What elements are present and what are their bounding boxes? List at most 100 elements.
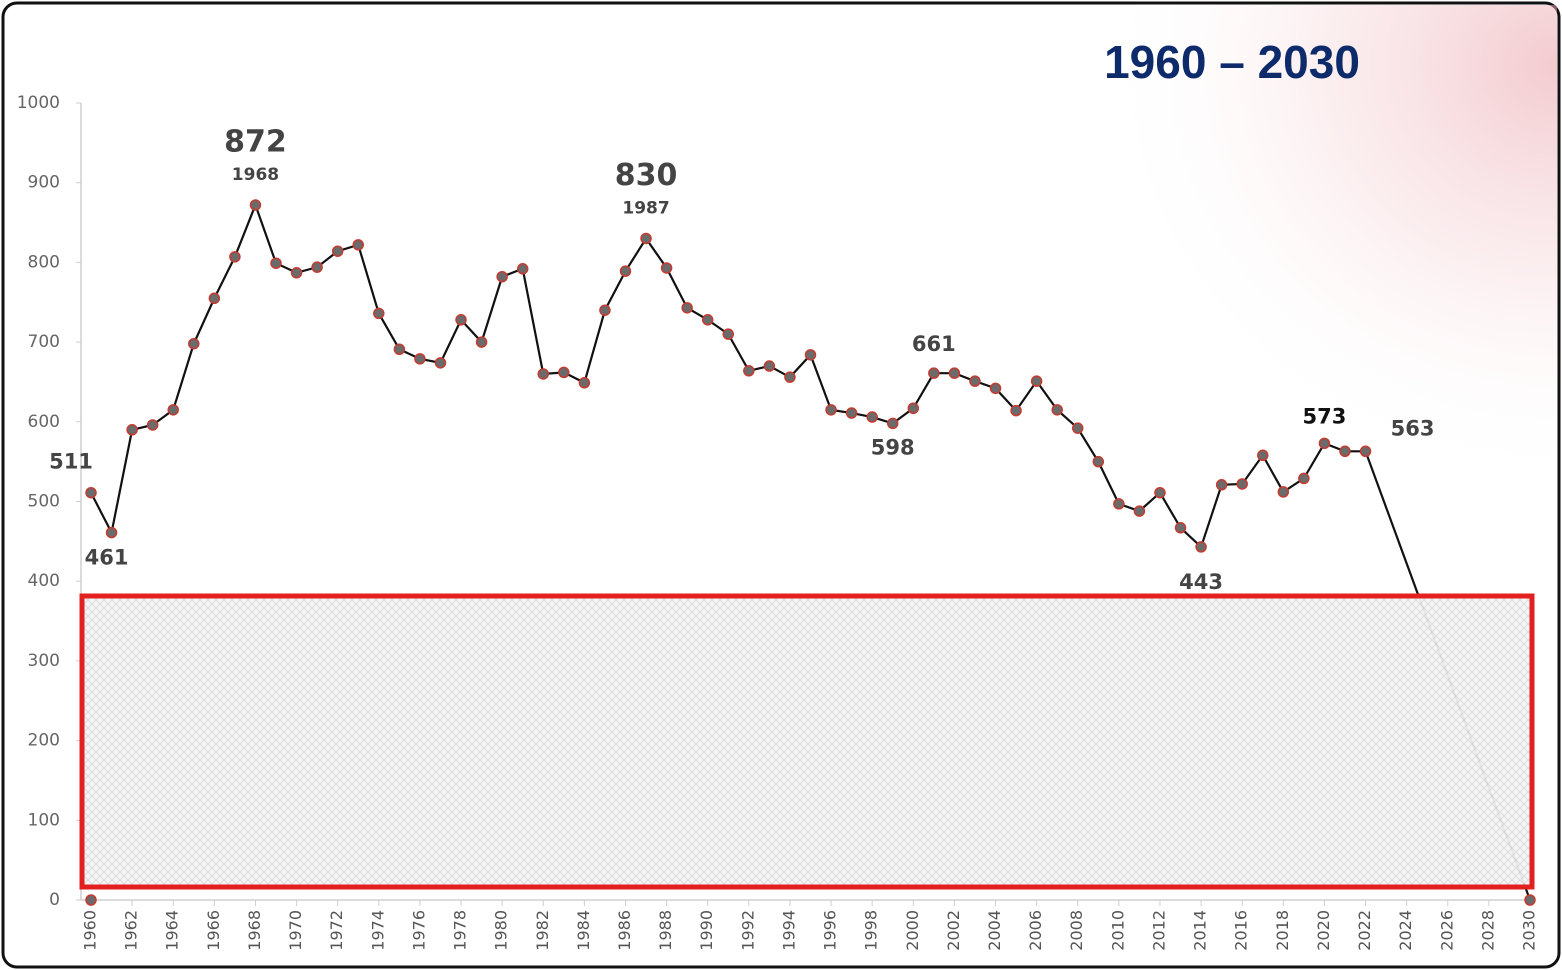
- x-tick-label: 1998: [862, 910, 881, 951]
- data-label: 443: [1179, 570, 1223, 594]
- point: [270, 257, 282, 269]
- y-tick-label: 200: [28, 731, 60, 751]
- y-tick-label: 900: [28, 173, 60, 193]
- data-label: 573: [1303, 404, 1347, 428]
- x-tick-label: 1972: [327, 910, 346, 951]
- y-tick-label: 0: [49, 890, 60, 910]
- x-tick-label: 2022: [1355, 910, 1374, 951]
- point: [1195, 541, 1207, 553]
- point: [208, 292, 221, 305]
- data-label-year: 1968: [232, 165, 279, 185]
- data-label: 461: [85, 546, 129, 570]
- point: [845, 407, 858, 419]
- x-tick-label: 1974: [368, 910, 387, 951]
- point: [784, 371, 796, 383]
- x-tick-label: 1988: [656, 910, 675, 951]
- x-tick-label: 2006: [1026, 910, 1045, 951]
- point: [928, 367, 940, 379]
- x-tick-label: 1986: [615, 910, 634, 951]
- y-tick-label: 600: [28, 412, 60, 432]
- point: [167, 404, 179, 416]
- point: [1298, 472, 1310, 485]
- data-label: 563: [1391, 416, 1435, 440]
- point: [578, 376, 591, 389]
- point: [188, 337, 200, 350]
- x-tick-label: 1960: [81, 910, 100, 951]
- data-label: 661: [912, 332, 956, 356]
- point: [743, 365, 755, 377]
- x-tick-label: 1980: [492, 910, 511, 951]
- x-tick-label: 2002: [944, 910, 963, 951]
- point: [1010, 404, 1022, 417]
- x-tick-label: 2012: [1149, 910, 1168, 951]
- point: [475, 336, 488, 348]
- point: [352, 239, 364, 251]
- line: [90, 201, 1532, 901]
- data-label-year: 1987: [622, 198, 669, 218]
- y-tick-label: 500: [28, 492, 60, 512]
- point: [1030, 375, 1043, 387]
- point: [558, 366, 570, 379]
- background-flag: [900, 5, 1557, 605]
- point: [1174, 522, 1187, 534]
- point: [969, 375, 981, 387]
- x-tick-label: 2014: [1191, 910, 1210, 951]
- point: [414, 353, 426, 365]
- y-tick-label: 800: [28, 252, 60, 272]
- point: [681, 302, 693, 314]
- point: [804, 349, 817, 361]
- y-tick-label: 1000: [17, 93, 60, 113]
- point: [290, 267, 303, 279]
- point: [660, 262, 673, 274]
- point: [434, 357, 447, 369]
- x-tick-label: 2030: [1520, 910, 1539, 951]
- point: [1524, 894, 1536, 906]
- x-tick-label: 1970: [286, 910, 305, 951]
- chart-title: 1960 – 2030: [1104, 36, 1360, 88]
- point: [866, 411, 878, 423]
- x-tick-label: 2028: [1478, 910, 1497, 951]
- x-tick-label: 1982: [533, 910, 552, 951]
- point: [1236, 478, 1248, 490]
- point: [1051, 404, 1063, 416]
- point: [1215, 479, 1228, 491]
- x-tick-label: 1978: [451, 910, 470, 951]
- point: [229, 251, 241, 263]
- point: [1359, 445, 1372, 458]
- point: [989, 382, 1002, 395]
- point: [1154, 486, 1166, 499]
- point: [537, 368, 550, 380]
- point: [1318, 437, 1331, 450]
- x-tick-label: 2000: [903, 910, 922, 951]
- x-tick-label: 1966: [204, 910, 223, 951]
- point: [763, 360, 776, 372]
- point: [948, 367, 961, 379]
- x-tick-label: 1992: [738, 910, 757, 951]
- data-label: 830: [615, 158, 678, 193]
- point: [825, 404, 837, 416]
- point: [1277, 486, 1290, 498]
- point: [85, 894, 97, 906]
- point: [455, 314, 467, 326]
- data-label: 511: [49, 450, 93, 474]
- x-tick-label: 1984: [574, 910, 593, 951]
- x-tick-label: 1968: [245, 910, 264, 951]
- x-tick-label: 2020: [1314, 910, 1333, 951]
- redaction-box: [79, 593, 1535, 890]
- point: [619, 265, 632, 277]
- data-label: 598: [871, 435, 915, 459]
- point: [393, 343, 406, 356]
- point: [331, 245, 344, 257]
- y-tick-label: 400: [28, 571, 60, 591]
- point: [516, 263, 529, 275]
- point: [85, 486, 97, 499]
- y-tick-label: 700: [28, 332, 60, 352]
- point: [722, 328, 735, 340]
- x-tick-label: 1962: [122, 910, 141, 951]
- x-tick-label: 1976: [409, 910, 428, 951]
- point: [1113, 498, 1125, 510]
- point: [311, 261, 323, 273]
- point: [907, 402, 920, 415]
